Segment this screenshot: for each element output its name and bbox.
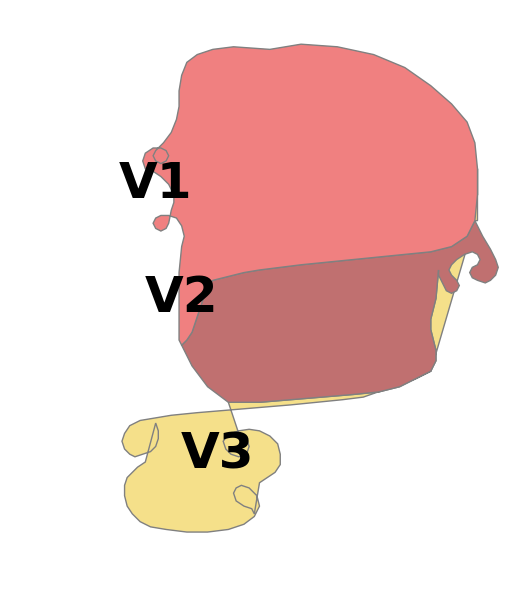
Text: V1: V1: [119, 161, 193, 208]
Text: V2: V2: [145, 275, 218, 322]
Polygon shape: [182, 221, 498, 402]
Polygon shape: [122, 169, 477, 532]
Polygon shape: [143, 44, 477, 345]
Text: V3: V3: [181, 430, 255, 478]
